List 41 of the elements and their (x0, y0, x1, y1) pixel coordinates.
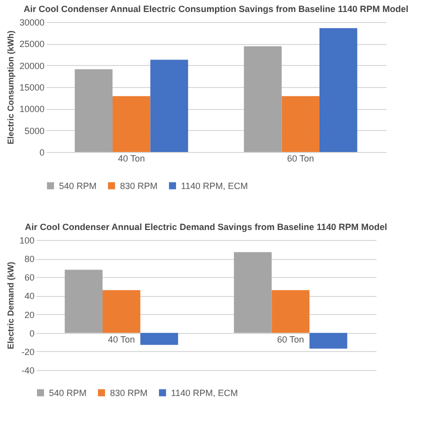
bar (102, 290, 140, 333)
y-axis-title: Electric Demand (kW) (5, 262, 16, 350)
legend-label: 830 RPM (110, 388, 148, 398)
bar (272, 290, 310, 333)
chart-title: Air Cool Condenser Annual Electric Consumption Savings from Baseline 1140 RPM Model (24, 4, 408, 14)
bar (282, 96, 320, 152)
y-tick-label: 0 (39, 148, 44, 158)
chart-title: Air Cool Condenser Annual Electric Demand Savings from Baseline 1140 RPM Model (24, 222, 388, 232)
y-tick-label: 10000 (19, 104, 44, 114)
y-tick-label: 60 (24, 272, 34, 283)
x-tick-label: 40 Ton (108, 334, 135, 344)
legend-label: 830 RPM (120, 180, 158, 191)
y-tick-label: 5000 (24, 126, 44, 136)
bar (112, 96, 150, 152)
y-tick-label: 80 (24, 254, 34, 264)
y-tick-label: 40 (24, 291, 34, 302)
bar (74, 69, 113, 152)
bar (244, 46, 282, 152)
x-tick-label: 60 Ton (287, 154, 314, 164)
bar (140, 332, 178, 345)
bar (309, 332, 348, 349)
y-tick-label: 20 (24, 310, 34, 320)
y-tick-label: 30000 (19, 18, 44, 28)
bar (234, 252, 272, 333)
x-tick-label: 40 Ton (118, 154, 145, 164)
legend-label: 540 RPM (59, 180, 97, 191)
y-tick-label: 15000 (19, 82, 44, 92)
y-tick-label: 100 (19, 236, 34, 246)
legend-label: 540 RPM (49, 388, 87, 398)
bar (64, 270, 103, 333)
y-axis-title: Electric Consumption (kWh) (5, 30, 16, 144)
bar (150, 60, 188, 152)
y-tick-label: -20 (21, 346, 34, 357)
bar (319, 28, 358, 152)
legend-label: 1140 RPM, ECM (171, 388, 238, 398)
y-tick-label: -40 (21, 366, 34, 376)
y-tick-label: 20000 (19, 60, 44, 71)
y-tick-label: 25000 (19, 39, 44, 50)
y-tick-label: 0 (29, 328, 34, 338)
legend-label: 1140 RPM, ECM (181, 180, 248, 191)
x-tick-label: 60 Ton (277, 334, 304, 344)
